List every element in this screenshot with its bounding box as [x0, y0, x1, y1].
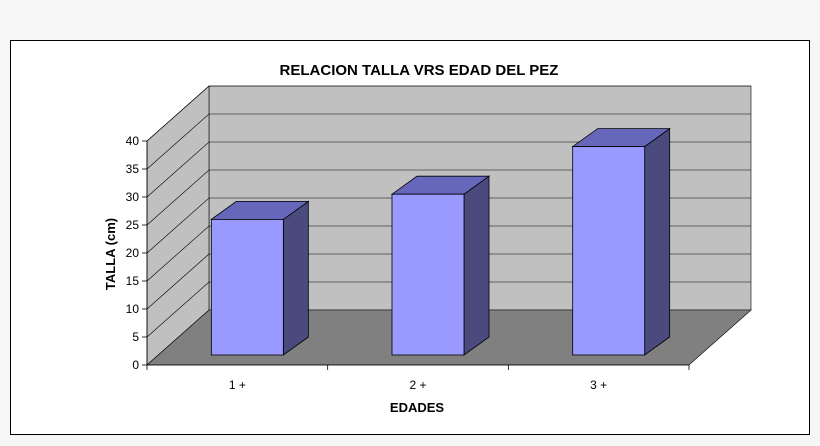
bar-side	[282, 200, 309, 356]
grid-lines	[146, 85, 751, 338]
axes	[142, 140, 690, 370]
y-tick-label: 35	[126, 162, 140, 176]
gridline	[146, 141, 751, 198]
y-tick-label: 25	[126, 218, 140, 232]
y-axis-title: TALLA (cm)	[103, 218, 118, 290]
gridline	[146, 197, 751, 254]
gridline	[146, 85, 751, 142]
x-tick-label: 1 +	[229, 378, 246, 392]
y-tick-label: 0	[132, 358, 139, 372]
y-tick-label: 15	[126, 274, 140, 288]
gridline	[146, 169, 751, 226]
bar-side	[463, 175, 490, 356]
y-tick-label: 10	[126, 302, 140, 316]
gridline	[146, 281, 751, 338]
x-tick-label: 2 +	[409, 378, 426, 392]
chart-title: RELACION TALLA VRS EDAD DEL PEZ	[280, 62, 559, 79]
x-tick-label: 3 +	[590, 378, 607, 392]
y-tick-label: 40	[126, 134, 140, 148]
gridline	[146, 253, 751, 310]
bar-side	[644, 127, 671, 356]
y-tick-label: 5	[132, 330, 139, 344]
gridline	[146, 113, 751, 170]
bar	[572, 146, 646, 356]
x-tick-labels: 1 + 2 + 3 +	[229, 378, 607, 392]
gridline	[146, 225, 751, 282]
x-axis-title: EDADES	[390, 400, 445, 415]
bar-chart: 0 5 10 15 20 25 30 35 40 1 + 2 + 3 + RELACION TALL…	[103, 62, 752, 415]
bar	[210, 218, 284, 356]
bar	[391, 193, 465, 356]
y-tick-label: 30	[126, 190, 140, 204]
y-tick-labels: 0 5 10 15 20 25 30 35 40	[126, 134, 140, 372]
bars	[210, 127, 671, 356]
y-tick-label: 20	[126, 246, 140, 260]
chart-frame: 0 5 10 15 20 25 30 35 40 1 + 2 + 3 + RELACION TALL…	[10, 40, 810, 435]
